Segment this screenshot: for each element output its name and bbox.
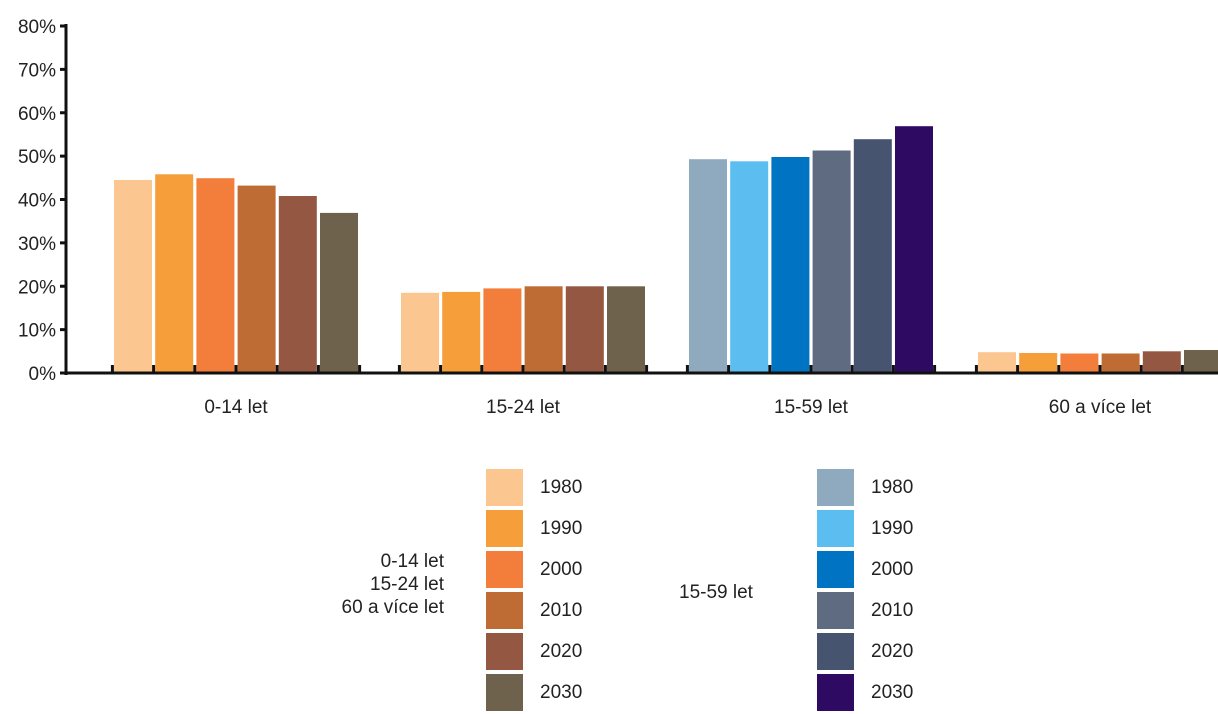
x-category-label: 0-14 let — [204, 397, 268, 418]
cool-legend-swatch — [817, 551, 854, 588]
y-tick-label: 0% — [29, 364, 57, 385]
bar-2000 — [771, 157, 810, 373]
bar-1980 — [689, 159, 727, 373]
warm-legend-year-label: 1980 — [540, 477, 583, 498]
bar-2030 — [895, 126, 933, 373]
y-tick-label: 20% — [18, 277, 56, 298]
bar-2010 — [524, 286, 563, 374]
bar-chart: 0% 10% 20% 30% 40% 50% 60% 70% 80% 0-14 let 15-24 … — [18, 17, 1218, 418]
bar-2030 — [607, 286, 645, 374]
bar-2010 — [237, 185, 276, 373]
bar-2010 — [812, 150, 851, 373]
bar-2030 — [1184, 350, 1218, 373]
bar-1980 — [978, 352, 1016, 373]
bar-2020 — [565, 286, 604, 374]
cool-legend-swatch — [817, 469, 854, 506]
legend-group-label-60-plus: 60 a více let — [341, 597, 444, 618]
bar-1990 — [155, 174, 194, 373]
bar-1980 — [114, 180, 152, 373]
warm-legend-swatch — [486, 551, 523, 588]
y-tick-label: 30% — [18, 234, 56, 255]
x-category-label: 60 a více let — [1049, 397, 1152, 418]
legend-cool-group-label: 15-59 let — [679, 581, 753, 604]
bar-1990 — [1019, 353, 1058, 373]
legend-warm: 1980 1990 2000 2010 2020 2030 — [486, 469, 606, 711]
warm-legend-year-label: 2010 — [540, 600, 583, 621]
legend-cool: 1980 1990 2000 2010 2020 2030 — [817, 469, 937, 711]
cool-legend-swatch — [817, 592, 854, 629]
legend-group-label-15-59: 15-59 let — [679, 582, 753, 603]
cool-legend-year-label: 2020 — [871, 641, 914, 662]
bar-2020 — [853, 139, 892, 373]
bar-2020 — [1142, 351, 1181, 373]
cool-legend-year-label: 1990 — [871, 518, 914, 539]
bar-2000 — [1060, 353, 1099, 373]
bar-2000 — [483, 288, 522, 373]
warm-legend-year-label: 2020 — [540, 641, 583, 662]
bar-2030 — [320, 212, 358, 373]
legend-group-label-0-14: 0-14 let — [380, 551, 444, 572]
cool-legend-swatch — [817, 633, 854, 670]
legend-warm-group-label: 0-14 let 15-24 let 60 a více let — [342, 550, 444, 619]
x-category-label: 15-59 let — [774, 397, 849, 418]
y-tick-label: 10% — [18, 321, 56, 342]
bar-2000 — [196, 178, 235, 373]
bar-2010 — [1101, 353, 1140, 373]
bar-1980 — [401, 292, 439, 373]
y-tick-label: 40% — [18, 191, 56, 212]
x-category-label: 15-24 let — [486, 397, 561, 418]
bar-2020 — [278, 196, 317, 373]
cool-legend-year-label: 2030 — [871, 682, 914, 703]
warm-legend-swatch — [486, 510, 523, 547]
cool-legend-swatch — [817, 674, 854, 711]
warm-legend-swatch — [486, 592, 523, 629]
y-tick-label: 60% — [18, 104, 56, 125]
y-tick-label: 80% — [18, 17, 56, 38]
warm-legend-year-label: 2000 — [540, 559, 583, 580]
y-tick-label: 50% — [18, 147, 56, 168]
cool-legend-year-label: 2010 — [871, 600, 914, 621]
warm-legend-swatch — [486, 469, 523, 506]
warm-legend-year-label: 1990 — [540, 518, 583, 539]
bar-1990 — [730, 161, 769, 373]
warm-legend-year-label: 2030 — [540, 682, 583, 703]
y-tick-label: 70% — [18, 60, 56, 81]
cool-legend-year-label: 2000 — [871, 559, 914, 580]
cool-legend-swatch — [817, 510, 854, 547]
bar-1990 — [442, 291, 481, 373]
warm-legend-swatch — [486, 674, 523, 711]
legend-group-label-15-24: 15-24 let — [370, 574, 444, 595]
cool-legend-year-label: 1980 — [871, 477, 914, 498]
warm-legend-swatch — [486, 633, 523, 670]
